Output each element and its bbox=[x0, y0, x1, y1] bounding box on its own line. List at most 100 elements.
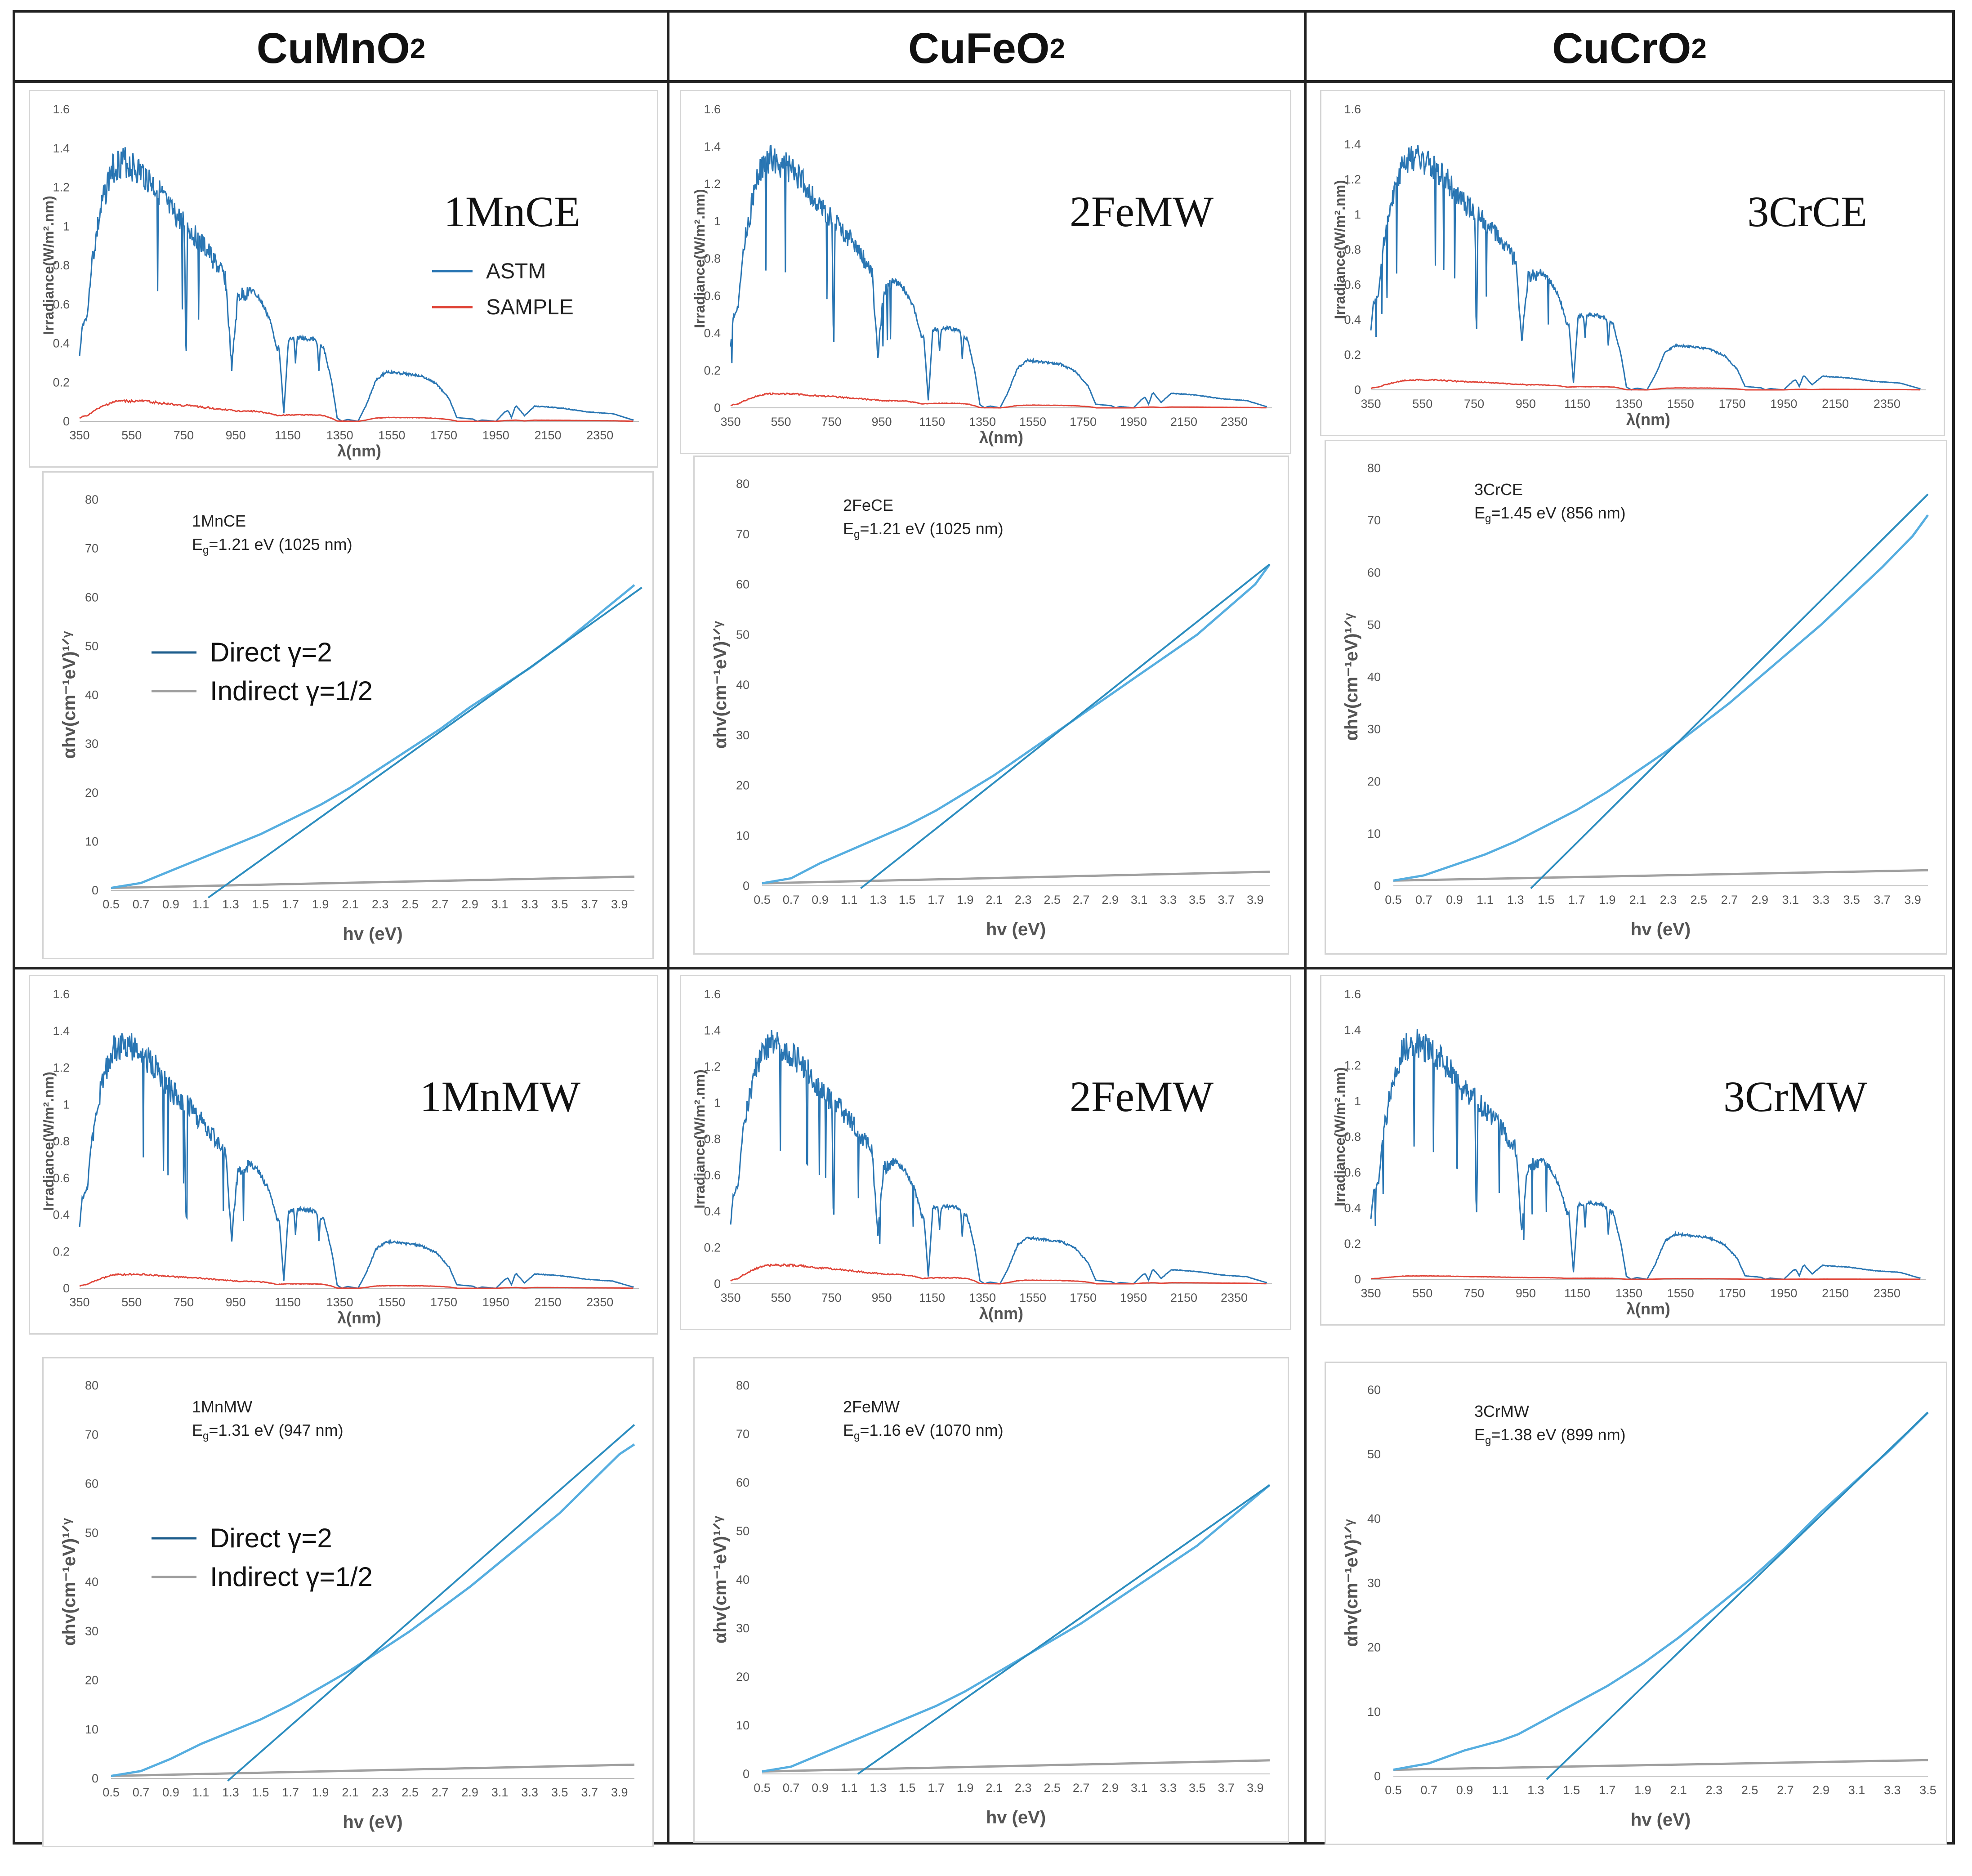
x-tick-label: 350 bbox=[69, 429, 89, 442]
x-tick-label: 1.1 bbox=[1477, 893, 1494, 907]
y-tick-label: 1 bbox=[1354, 208, 1361, 221]
y-tick-label: 1 bbox=[63, 1098, 70, 1111]
y-tick-label: 0 bbox=[1374, 879, 1381, 893]
y-tick-label: 1.6 bbox=[1344, 987, 1361, 1001]
direct-fit-line bbox=[1530, 493, 1929, 889]
y-tick-label: 0.8 bbox=[53, 259, 70, 272]
band-gap-annotation: Eg=1.31 eV (947 nm) bbox=[192, 1421, 344, 1442]
x-tick-label: 1.5 bbox=[899, 893, 916, 907]
y-tick-label: 1 bbox=[1354, 1094, 1361, 1108]
x-tick-label: 1550 bbox=[1019, 415, 1046, 429]
chart-svg: 0 10 20 30 40 50 60 70 80 0.5 0.7 0.9 1.1 1.3 1.5 1.7 1.… bbox=[710, 477, 1271, 939]
tauc-chart-2fece: 0 10 20 30 40 50 60 70 80 0.5 0.7 0.9 1.1 1.3 1.5 1.7 1.… bbox=[693, 456, 1289, 955]
band-gap-annotation: Eg=1.45 eV (856 nm) bbox=[1474, 504, 1626, 525]
column-header-cumno2: CuMnO 2 bbox=[15, 13, 667, 85]
sample-name-label: 2FeMW bbox=[1070, 1072, 1214, 1121]
x-tick-label: 2.7 bbox=[432, 1786, 449, 1799]
x-tick-label: 1350 bbox=[1615, 397, 1642, 411]
y-tick-label: 60 bbox=[85, 1477, 98, 1491]
x-tick-label: 1150 bbox=[919, 415, 945, 429]
plot-area bbox=[762, 563, 1271, 889]
y-tick-label: 20 bbox=[736, 1670, 750, 1684]
y-tick-label: 60 bbox=[736, 578, 750, 591]
x-tick-label: 2.9 bbox=[1752, 893, 1769, 907]
x-tick-label: 750 bbox=[821, 1291, 841, 1304]
x-tick-label: 2150 bbox=[534, 429, 561, 442]
y-tick-label: 1.2 bbox=[704, 177, 721, 191]
x-tick-label: 2.5 bbox=[1691, 893, 1708, 907]
x-axis-label: λ(nm) bbox=[979, 428, 1023, 447]
x-tick-label: 2.7 bbox=[432, 898, 449, 911]
x-tick-label: 3.5 bbox=[1919, 1783, 1936, 1797]
sample-annotation-label: 2FeCE bbox=[843, 496, 893, 514]
x-tick-label: 950 bbox=[871, 415, 892, 429]
x-tick-label: 1150 bbox=[919, 1291, 945, 1304]
x-tick-label: 2.1 bbox=[342, 898, 359, 911]
band-gap-value: =1.45 eV (856 nm) bbox=[1491, 504, 1625, 522]
x-tick-label: 2350 bbox=[1874, 1286, 1901, 1300]
x-tick-label: 1.9 bbox=[1634, 1783, 1651, 1797]
x-tick-label: 3.7 bbox=[581, 1786, 598, 1799]
x-tick-label: 1550 bbox=[378, 1295, 405, 1309]
indirect-series-line bbox=[111, 1763, 635, 1777]
x-tick-label: 1.3 bbox=[222, 1786, 239, 1799]
x-tick-label: 1150 bbox=[1564, 397, 1590, 411]
x-tick-label: 1.3 bbox=[222, 898, 239, 911]
x-tick-label: 750 bbox=[1464, 397, 1484, 411]
x-tick-label: 2.3 bbox=[1660, 893, 1677, 907]
direct-fit-line bbox=[227, 1424, 635, 1782]
chart-svg: 0 0.2 0.4 0.6 0.8 1 1.2 1.4 1.6 350 550 750 950 1150 1… bbox=[692, 103, 1272, 447]
x-tick-label: 1550 bbox=[1667, 397, 1694, 411]
y-tick-label: 0.8 bbox=[704, 252, 721, 265]
y-tick-label: 1.6 bbox=[704, 103, 721, 116]
y-tick-label: 0.2 bbox=[53, 1245, 70, 1258]
x-tick-label: 1950 bbox=[1120, 415, 1147, 429]
x-tick-label: 750 bbox=[174, 1295, 194, 1309]
y-tick-label: 20 bbox=[85, 786, 98, 800]
x-tick-label: 1.7 bbox=[282, 1786, 299, 1799]
direct-series-line bbox=[1393, 1411, 1929, 1771]
band-gap-value: =1.31 eV (947 nm) bbox=[209, 1421, 343, 1439]
x-axis-label: hv (eV) bbox=[986, 1808, 1046, 1827]
x-tick-label: 1750 bbox=[430, 1295, 457, 1309]
direct-fit-line bbox=[1546, 1411, 1929, 1780]
x-tick-label: 1950 bbox=[482, 1295, 509, 1309]
y-tick-label: 1.4 bbox=[704, 140, 721, 153]
y-tick-label: 1 bbox=[63, 219, 70, 233]
direct-series-line bbox=[1393, 514, 1929, 882]
x-tick-label: 950 bbox=[1516, 1286, 1536, 1300]
x-tick-label: 1.3 bbox=[870, 893, 887, 907]
y-tick-label: 0 bbox=[743, 1767, 750, 1781]
x-tick-label: 3.5 bbox=[551, 1786, 568, 1799]
y-tick-label: 0.6 bbox=[1344, 1166, 1361, 1179]
x-tick-label: 0.7 bbox=[783, 893, 800, 907]
y-tick-label: 0 bbox=[63, 1282, 70, 1295]
y-axis-label: αhv(cm⁻¹eV)¹ᐟᵞ bbox=[1342, 1519, 1361, 1647]
astm-series-line bbox=[79, 1033, 634, 1289]
y-tick-label: 30 bbox=[85, 737, 98, 750]
x-tick-label: 1.1 bbox=[1492, 1783, 1509, 1797]
y-tick-label: 70 bbox=[736, 527, 750, 541]
plot-area bbox=[111, 584, 642, 898]
x-tick-label: 2150 bbox=[534, 1295, 561, 1309]
y-tick-label: 1.2 bbox=[53, 181, 70, 194]
x-tick-label: 0.9 bbox=[812, 893, 829, 907]
sample-annotation-label: 1MnCE bbox=[192, 512, 246, 530]
astm-series-line bbox=[730, 1030, 1267, 1285]
band-gap-symbol: E bbox=[192, 1421, 203, 1439]
x-tick-label: 2.1 bbox=[986, 893, 1003, 907]
x-tick-label: 0.5 bbox=[1385, 1783, 1402, 1797]
band-gap-subscript: g bbox=[203, 544, 209, 556]
x-tick-label: 350 bbox=[1361, 397, 1381, 411]
x-tick-label: 3.1 bbox=[491, 1786, 509, 1799]
x-tick-label: 1150 bbox=[275, 429, 301, 442]
x-tick-label: 1950 bbox=[1770, 397, 1797, 411]
tauc-chart-3crce: 0 10 20 30 40 50 60 70 80 0.5 0.7 0.9 1.1 1.3 1.5 1.7 1.… bbox=[1325, 440, 1947, 955]
sample-name-label: 1MnMW bbox=[420, 1072, 581, 1121]
astm-series-line bbox=[730, 144, 1267, 409]
column-header-cucro2: CuCrO 2 bbox=[1307, 13, 1952, 85]
x-tick-label: 1.5 bbox=[1563, 1783, 1580, 1797]
x-tick-label: 3.9 bbox=[1247, 1781, 1264, 1795]
x-tick-label: 2350 bbox=[1874, 397, 1901, 411]
y-tick-label: 10 bbox=[736, 1719, 750, 1732]
